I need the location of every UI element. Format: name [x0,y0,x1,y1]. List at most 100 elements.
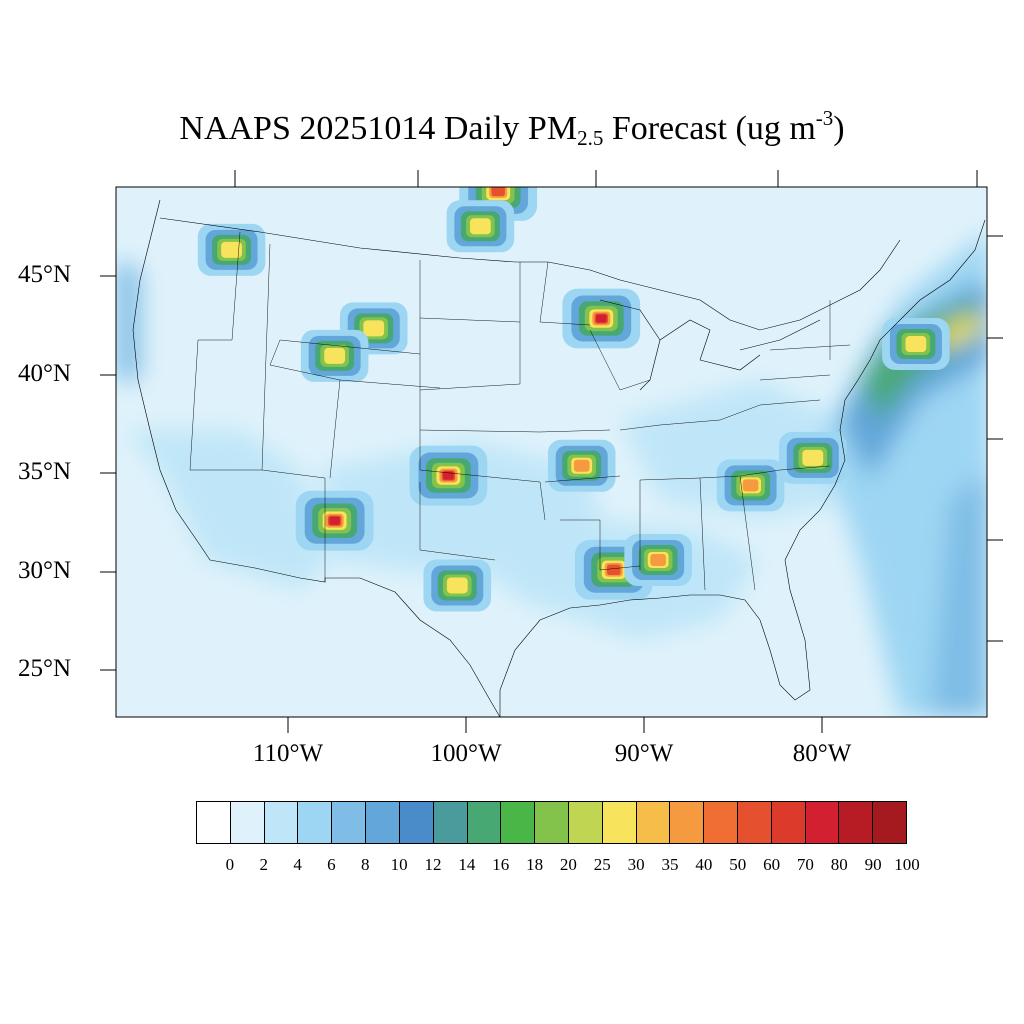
colorbar-swatch [399,802,434,843]
canada-border [547,239,901,331]
plume-contour [650,553,666,566]
colorbar-swatch [467,802,502,843]
colorbar-label: 80 [830,855,848,874]
title-middle: Forecast (ug m [603,110,816,147]
colorbar-swatch [568,802,603,843]
plume-contour [573,459,590,472]
colorbar-swatch [298,802,333,843]
lon-label-110w: 110°W [252,740,324,767]
southeast-ocean [930,472,987,717]
colorbar-label: 4 [293,855,302,874]
lat-label-35: 35°N [18,458,72,485]
axis-ticks [100,170,1003,733]
colorbar-label: 10 [390,855,408,874]
plume-contour [329,516,340,525]
us-coast-west [132,199,211,561]
smoke-plumes [197,187,950,612]
plume-washington-fires [197,223,266,276]
atlantic-coast [784,219,986,561]
colorbar-swatch [332,802,367,843]
colorbar-swatch [433,802,468,843]
west-coast-haze [116,260,140,380]
colorbar-swatch [602,802,637,843]
plume-contour [905,336,927,353]
colorbar-label: 12 [424,855,442,874]
state-line [519,261,591,326]
mexico-border [209,559,501,717]
plume-contour [491,187,505,197]
state-line [261,379,341,582]
colorbar-swatch [738,802,772,843]
title-subscript: 2.5 [577,126,604,150]
colorbar-label: 0 [225,855,235,874]
plume-tennessee [716,459,785,512]
lat-label-25: 25°N [18,655,72,682]
colorbar [196,801,907,844]
plume-texas-south [423,559,492,612]
colorbar-swatch [873,802,907,843]
plume-virginia [779,431,847,484]
state-line [589,329,721,431]
plume-contour [802,449,824,466]
southwest-haze [125,430,330,590]
map-field [116,187,987,717]
title-superscript: -3 [815,106,834,130]
colorbar-label: 60 [763,855,781,874]
gulf-coast [499,559,811,717]
title-suffix: ) [833,110,845,147]
colorbar-label: 2 [259,855,268,874]
plume-contour [469,218,491,235]
lat-label-45: 45°N [18,261,72,288]
lat-label-40: 40°N [18,360,72,387]
colorbar-swatch [839,802,874,843]
colorbar-swatch [670,802,705,843]
colorbar-label: 8 [361,855,370,874]
great-lakes [599,299,821,391]
colorbar-label: 20 [559,855,577,874]
colorbar-label: 90 [864,855,882,874]
colorbar-labels: 0 2 4 6 8 10 12 14 16 18 20 25 30 35 40 50 60 70 80 90 100 [196,855,920,879]
plume-contour [446,577,468,594]
colorbar-label: 100 [894,855,920,874]
plume-contour [742,479,759,492]
plume-atlantic-offshore [882,318,950,371]
plume-north-dakota [446,200,515,253]
colorbar-swatch [704,802,738,843]
colorbar-label: 40 [695,855,713,874]
colorbar-label: 6 [327,855,336,874]
boundaries [132,199,986,717]
colorbar-label: 70 [796,855,814,874]
colorbar-label: 30 [627,855,645,874]
colorbar-swatch [366,802,400,843]
plume-contour [606,564,621,575]
east-haze [620,380,850,520]
colorbar-swatch [535,802,569,843]
colorbar-swatch [501,802,536,843]
plume-contour [596,314,607,323]
state-line [419,260,521,391]
colorbar-swatch [771,802,806,843]
plains-haze [320,440,600,580]
state-line [759,300,851,381]
plume-arizona [295,490,374,551]
state-lines [189,231,851,591]
plume-contour [363,320,385,337]
plume-mississippi [624,533,692,586]
title-prefix: NAAPS 20251014 Daily PM [179,110,578,147]
state-line [419,429,546,561]
colorbar-label: 35 [661,855,679,874]
lon-label-90w: 90°W [614,740,674,767]
plume-utah-colorado [300,329,369,382]
colorbar-label: 18 [526,855,544,874]
state-line [719,399,831,477]
colorbar-swatch [197,802,231,843]
map-title: NAAPS 20251014 Daily PM2.5 Forecast (ug … [0,108,1024,150]
plume-contour [221,241,242,258]
colorbar-label: 16 [492,855,510,874]
state-line [639,475,756,591]
colorbar-label: 50 [729,855,747,874]
lon-label-100w: 100°W [430,740,502,767]
colorbar-label: 14 [458,855,476,874]
colorbar-swatch [230,802,265,843]
